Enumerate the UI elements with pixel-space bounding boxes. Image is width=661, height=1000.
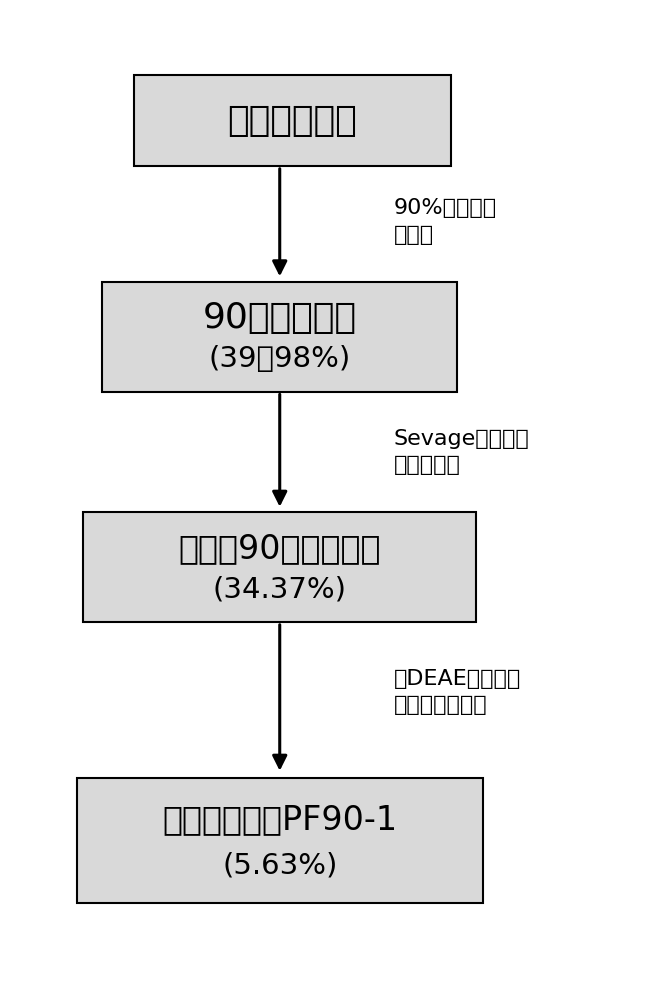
Text: (5.63%): (5.63%)	[222, 852, 337, 880]
Text: Sevage除两次蛋
白后的得率: Sevage除两次蛋 白后的得率	[394, 429, 529, 475]
Text: 除蛋白90部位粗聚糖: 除蛋白90部位粗聚糖	[178, 532, 381, 565]
FancyBboxPatch shape	[102, 282, 457, 392]
Text: 太子参低聚糖PF90-1: 太子参低聚糖PF90-1	[162, 803, 397, 836]
Text: 过DEAE柱后用去
离子水洗脱得率: 过DEAE柱后用去 离子水洗脱得率	[394, 669, 522, 715]
Text: 太子参水提物: 太子参水提物	[227, 104, 358, 138]
Text: (34.37%): (34.37%)	[213, 575, 347, 603]
Text: 90部位粗聚糖: 90部位粗聚糖	[203, 301, 357, 335]
FancyBboxPatch shape	[134, 75, 451, 166]
FancyBboxPatch shape	[83, 512, 477, 622]
FancyBboxPatch shape	[77, 778, 483, 903]
Text: (39．98%): (39．98%)	[209, 345, 351, 373]
Text: 90%乙醇醇沉
后得率: 90%乙醇醇沉 后得率	[394, 198, 497, 245]
